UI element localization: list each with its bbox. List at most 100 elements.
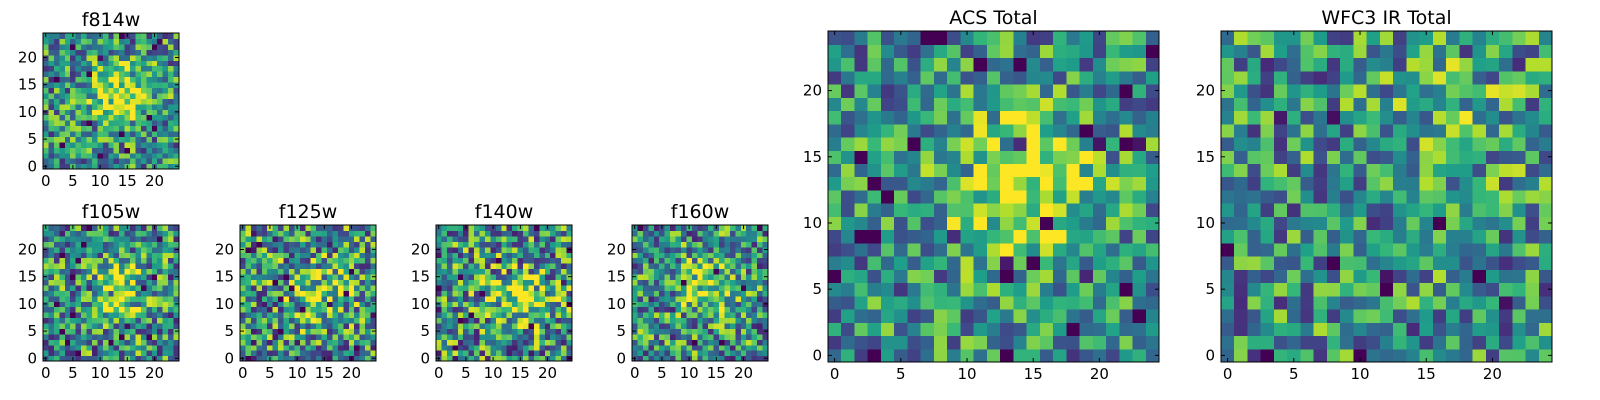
- heatmap-cell: [81, 109, 88, 116]
- heatmap-cell: [135, 273, 142, 280]
- heatmap-cell: [146, 355, 153, 362]
- heatmap-cell: [1273, 229, 1288, 244]
- heatmap-cell: [299, 284, 306, 291]
- heatmap-cell: [261, 284, 268, 291]
- heatmap-cell: [441, 230, 448, 237]
- heatmap-cell: [713, 230, 720, 237]
- heatmap-cell: [343, 273, 350, 280]
- heatmap-cell: [157, 136, 164, 143]
- heatmap-cell: [81, 136, 88, 143]
- heatmap-cell: [70, 141, 77, 148]
- heatmap-cell: [130, 71, 137, 78]
- heatmap-cell: [512, 263, 519, 270]
- heatmap-cell: [1446, 57, 1460, 72]
- heatmap-cell: [168, 252, 175, 259]
- heatmap-cell: [670, 257, 677, 264]
- heatmap-cell: [354, 235, 361, 242]
- heatmap-cell: [119, 152, 126, 159]
- heatmap-cell: [157, 152, 164, 159]
- heatmap-cell: [305, 355, 312, 362]
- heatmap-cell: [468, 284, 475, 291]
- heatmap-cell: [757, 317, 764, 324]
- heatmap-cell: [261, 339, 268, 346]
- heatmap-cell: [146, 158, 153, 165]
- heatmap-cell: [933, 123, 948, 138]
- heatmap-cell: [354, 225, 361, 232]
- heatmap-cell: [1446, 176, 1460, 191]
- heatmap-cell: [1340, 57, 1354, 72]
- heatmap-cell: [97, 312, 104, 319]
- heatmap-cell: [474, 263, 481, 270]
- heatmap-cell: [1366, 269, 1381, 284]
- heatmap-cell: [719, 328, 726, 335]
- heatmap-cell: [1145, 216, 1160, 231]
- heatmap-cell: [359, 339, 366, 346]
- heatmap-cell: [1406, 242, 1421, 257]
- heatmap-cell: [1145, 242, 1160, 257]
- heatmap-cell: [48, 71, 55, 78]
- heatmap-cell: [762, 344, 769, 351]
- heatmap-cell: [348, 312, 355, 319]
- heatmap-cell: [43, 130, 50, 137]
- heatmap-cell: [348, 235, 355, 242]
- heatmap-cell: [151, 273, 158, 280]
- heatmap-cell: [1353, 189, 1368, 204]
- heatmap-cell: [240, 235, 247, 242]
- heatmap-cell: [724, 230, 731, 237]
- heatmap-cell: [735, 344, 742, 351]
- heatmap-cell: [168, 225, 175, 232]
- heatmap-cell: [168, 76, 175, 83]
- heatmap-cell: [348, 268, 355, 275]
- heatmap-cell: [544, 279, 551, 286]
- heatmap-cell: [1366, 229, 1381, 244]
- heatmap-cell: [299, 350, 306, 357]
- heatmap-cell: [1106, 335, 1120, 350]
- heatmap-cell: [1485, 203, 1500, 217]
- heatmap-cell: [75, 33, 82, 40]
- heatmap-cell: [157, 317, 164, 324]
- heatmap-cell: [436, 344, 443, 351]
- heatmap-cell: [973, 189, 988, 204]
- heatmap-cell: [670, 295, 677, 302]
- heatmap-cell: [75, 98, 82, 105]
- heatmap-cell: [642, 241, 649, 248]
- heatmap-cell: [168, 120, 175, 127]
- heatmap-cell: [1393, 269, 1407, 284]
- heatmap-cell: [102, 339, 109, 346]
- heatmap-cell: [452, 284, 459, 291]
- heatmap-cell: [555, 328, 562, 335]
- y-tick-label: 5: [812, 280, 822, 298]
- heatmap-cell: [1273, 70, 1288, 85]
- heatmap-cell: [637, 263, 644, 270]
- heatmap-cell: [495, 241, 502, 248]
- heatmap-cell: [151, 136, 158, 143]
- heatmap-cell: [140, 312, 147, 319]
- heatmap-cell: [1079, 123, 1094, 138]
- heatmap-cell: [157, 76, 164, 83]
- heatmap-cell: [240, 252, 247, 259]
- heatmap-cell: [664, 257, 671, 264]
- heatmap-cell: [1039, 57, 1054, 72]
- heatmap-cell: [561, 317, 568, 324]
- heatmap-cell: [124, 152, 131, 159]
- heatmap-cell: [691, 317, 698, 324]
- heatmap-cell: [53, 344, 60, 351]
- heatmap-cell: [113, 328, 120, 335]
- heatmap-cell: [59, 268, 66, 275]
- heatmap-cell: [1053, 309, 1067, 323]
- heatmap-cell: [1485, 57, 1500, 72]
- heatmap-cell: [523, 333, 530, 340]
- heatmap-cell: [479, 246, 486, 253]
- heatmap-cell: [659, 301, 666, 308]
- heatmap-cell: [495, 290, 502, 297]
- y-tick-label: 0: [27, 157, 37, 175]
- heatmap-cell: [436, 290, 443, 297]
- heatmap-cell: [64, 109, 71, 116]
- heatmap-cell: [267, 284, 274, 291]
- heatmap-cell: [59, 290, 66, 297]
- heatmap-cell: [299, 257, 306, 264]
- heatmap-cell: [173, 284, 180, 291]
- heatmap-cell: [555, 268, 562, 275]
- heatmap-cell: [544, 344, 551, 351]
- heatmap-cell: [168, 33, 175, 40]
